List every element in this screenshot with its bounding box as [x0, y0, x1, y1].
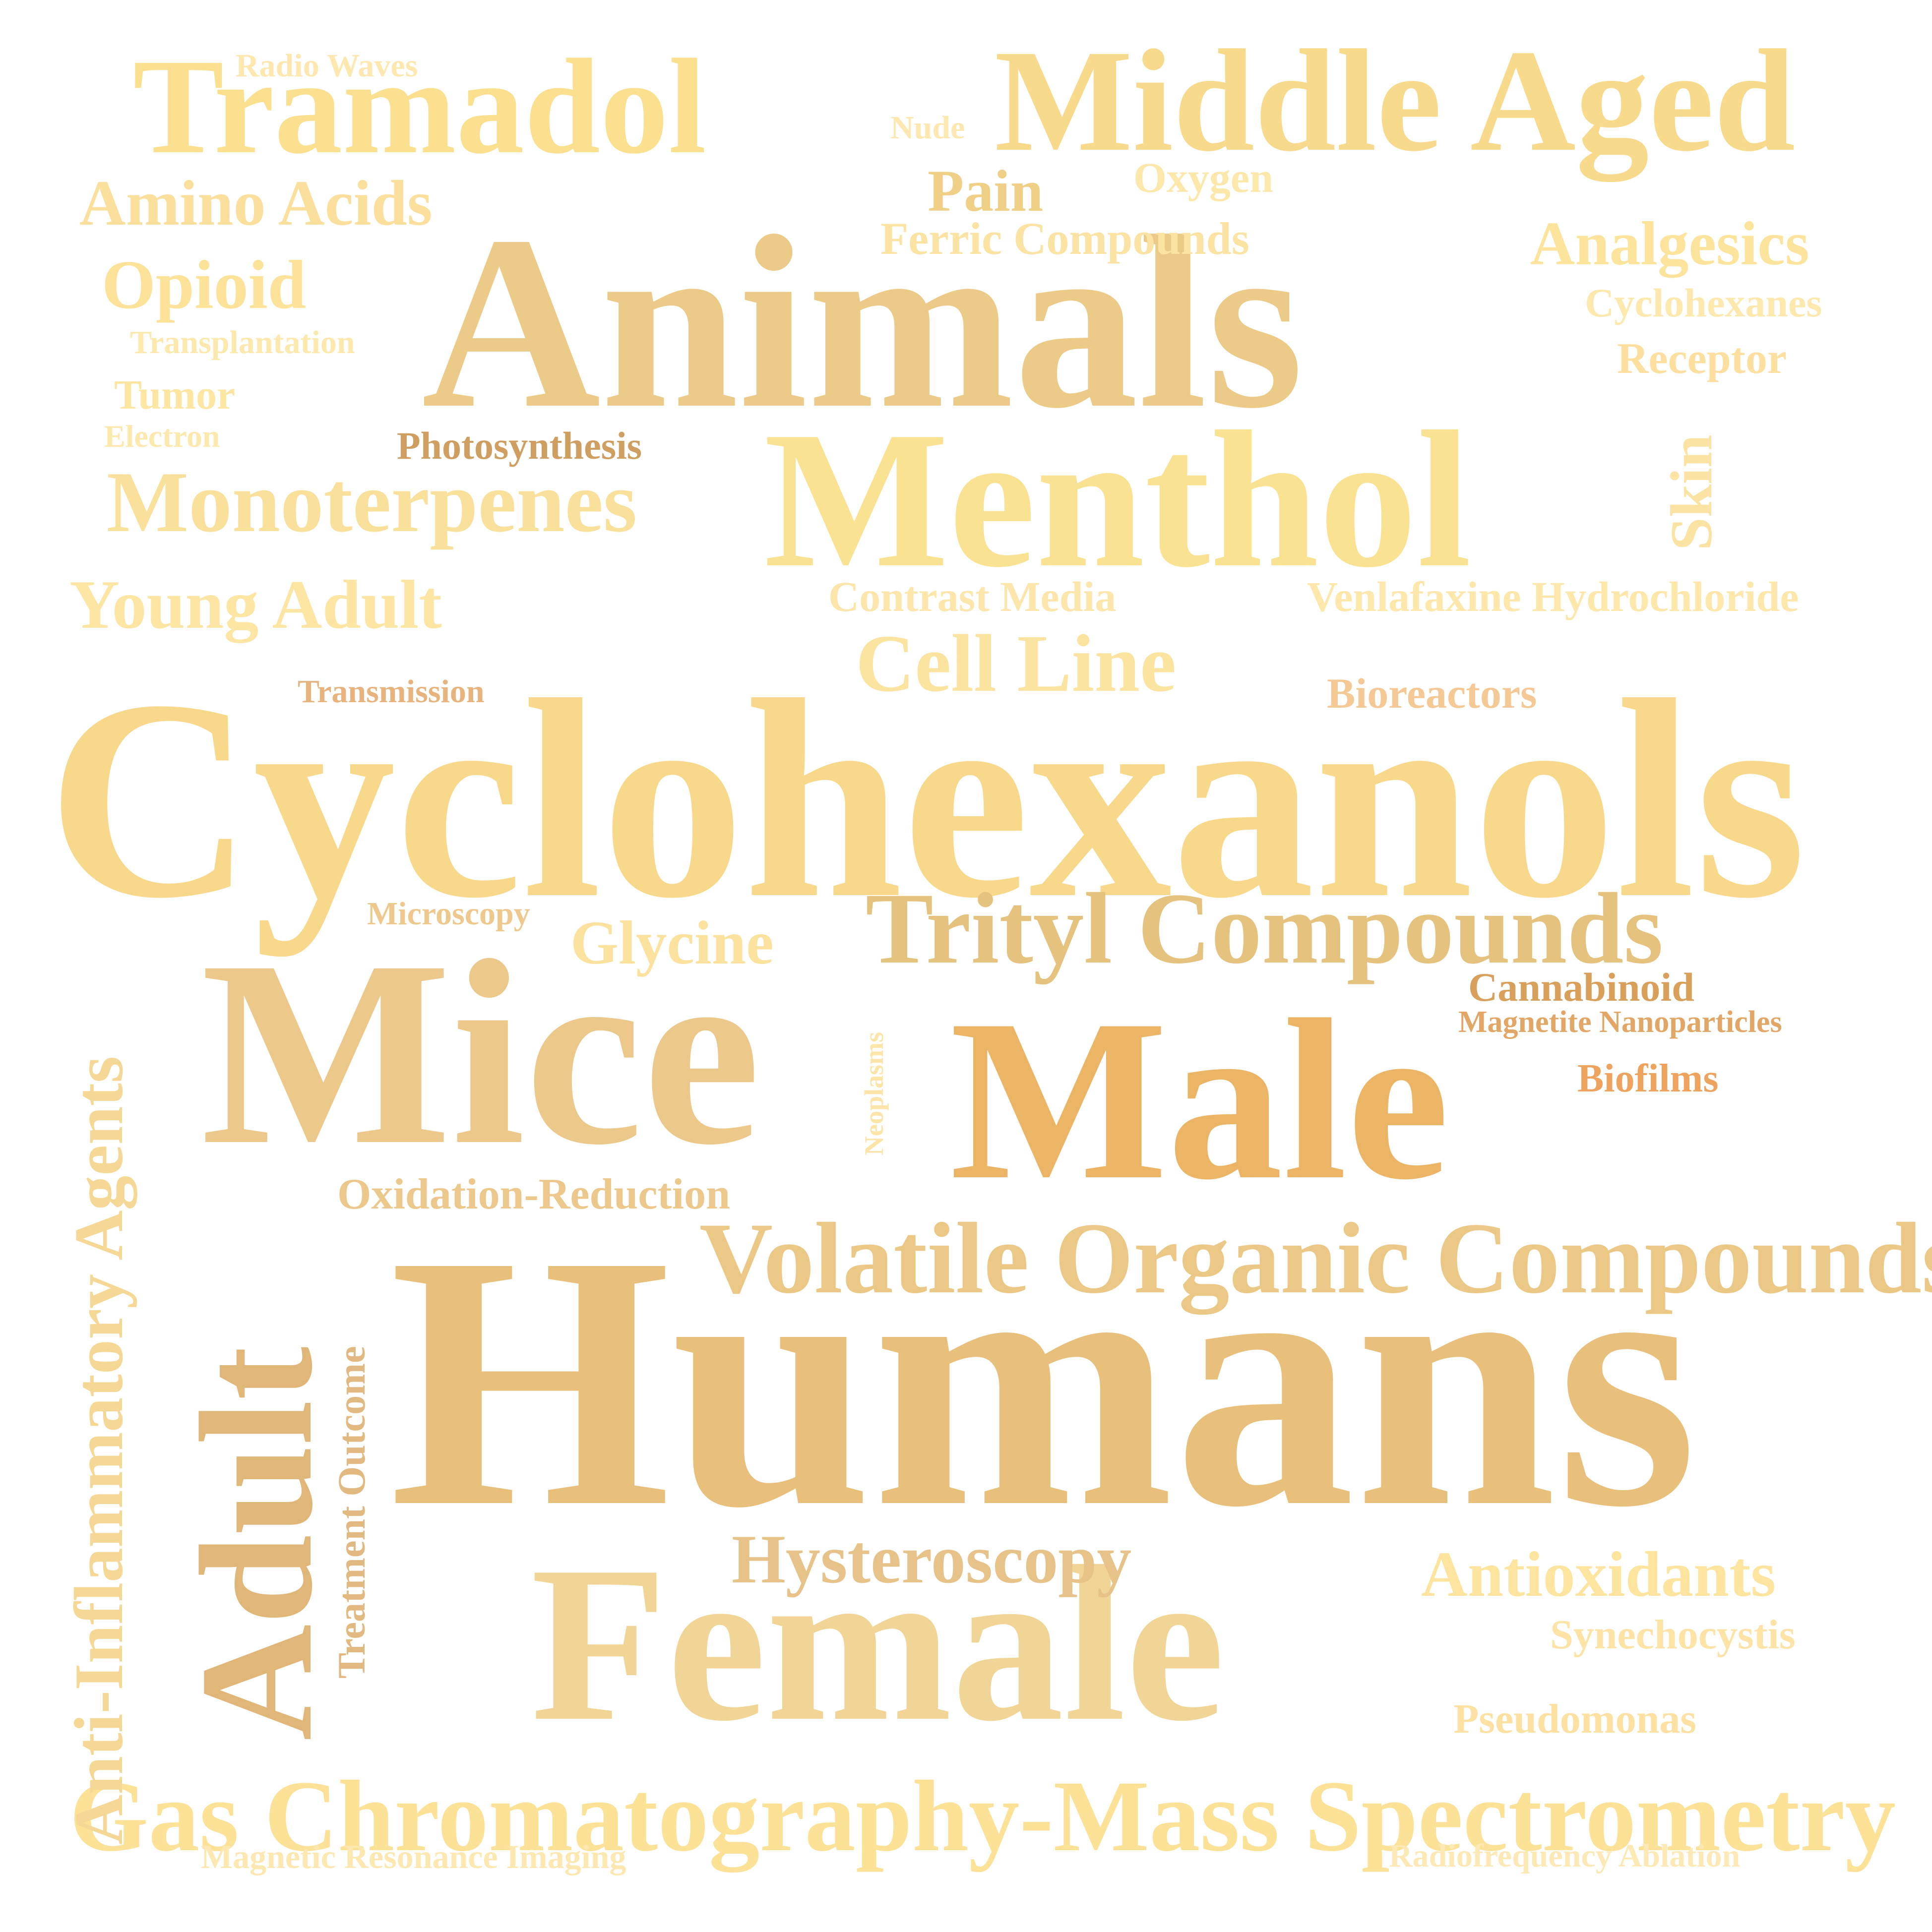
word-female: Female	[531, 1520, 1225, 1767]
word-receptor: Receptor	[1617, 335, 1787, 383]
word-pain: Pain	[928, 158, 1044, 224]
word-oxidation-reduction: Oxidation-Reduction	[337, 1170, 731, 1218]
word-opioid: Opioid	[102, 246, 307, 323]
word-amino-acids: Amino Acids	[79, 168, 433, 239]
word-analgesics: Analgesics	[1530, 210, 1809, 278]
word-gas-chromatography-mass-spectrometry: Gas Chromatography-Mass Spectrometry	[69, 1760, 1896, 1872]
word-cannabinoid: Cannabinoid	[1468, 965, 1694, 1010]
word-anti-inflammatory-agents: Anti-Inflammatory Agents	[61, 1056, 137, 1845]
word-microscopy: Microscopy	[367, 896, 530, 932]
word-skin: Skin	[1658, 434, 1724, 550]
word-photosynthesis: Photosynthesis	[397, 424, 642, 467]
word-bioreactors: Bioreactors	[1327, 669, 1537, 717]
word-transplantation: Transplantation	[130, 324, 355, 361]
word-hysteroscopy: Hysteroscopy	[732, 1521, 1132, 1598]
word-antioxidants: Antioxidants	[1421, 1539, 1776, 1610]
word-monoterpenes: Monoterpenes	[107, 454, 637, 550]
word-radio-waves: Radio Waves	[236, 48, 418, 84]
word-tumor: Tumor	[114, 372, 236, 418]
word-cyclohexanols: Cyclohexanols	[47, 642, 1807, 957]
word-venlafaxine-hydrochloride: Venlafaxine Hydrochloride	[1307, 573, 1799, 620]
word-animals: Animals	[422, 185, 1304, 460]
word-treatment-outcome: Treatment Outcome	[330, 1346, 373, 1679]
word-glycine: Glycine	[570, 909, 774, 977]
word-magnetic-resonance-imaging: Magnetic Resonance Imaging	[201, 1838, 626, 1875]
word-biofilms: Biofilms	[1577, 1057, 1719, 1100]
word-humans: Humans	[389, 1180, 1697, 1581]
word-oxygen: Oxygen	[1133, 154, 1273, 201]
word-synechocystis: Synechocystis	[1550, 1612, 1796, 1658]
word-contrast-media: Contrast Media	[828, 573, 1117, 620]
word-adult: Adult	[167, 1346, 346, 1741]
word-ferric-compounds: Ferric Compounds	[880, 213, 1249, 264]
word-middle-aged: Middle Aged	[995, 19, 1796, 181]
word-transmission: Transmission	[298, 673, 485, 710]
word-pseudomonas: Pseudomonas	[1453, 1696, 1697, 1742]
word-young-adult: Young Adult	[69, 566, 442, 643]
word-trityl-compounds: Trityl Compounds	[866, 872, 1664, 985]
word-neoplasms: Neoplasms	[859, 1031, 889, 1155]
word-tramadol: Tramadol	[133, 31, 706, 182]
word-mice: Mice	[201, 906, 761, 1200]
word-radiofrequency-ablation: Radiofrequency Ablation	[1389, 1838, 1741, 1874]
word-nude: Nude	[890, 110, 965, 146]
word-magnetite-nanoparticles: Magnetite Nanoparticles	[1458, 1005, 1782, 1039]
word-menthol: Menthol	[764, 391, 1472, 608]
word-electron: Electron	[104, 419, 220, 454]
word-cell-line: Cell Line	[856, 618, 1177, 709]
word-cyclohexanes: Cyclohexanes	[1585, 280, 1822, 325]
word-male: Male	[950, 972, 1449, 1227]
word-volatile-organic-compounds: Volatile Organic Compounds	[699, 1202, 1932, 1315]
